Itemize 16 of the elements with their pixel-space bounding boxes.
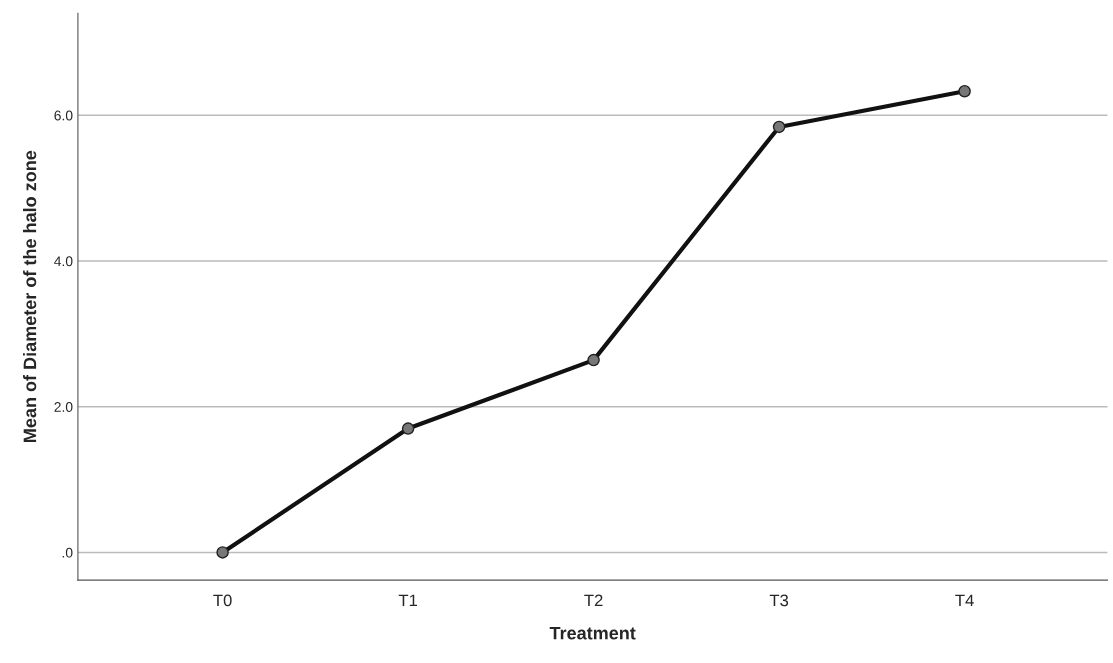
point <box>401 422 415 435</box>
point <box>587 353 600 367</box>
x-axis-title: Treatment <box>549 626 636 640</box>
y-axis-title: Mean of Diameter of the halo zone <box>23 150 37 442</box>
point <box>216 546 229 559</box>
x-tick-label: T2 <box>584 594 603 607</box>
x-tick-label: T1 <box>398 594 418 607</box>
x-tick-label: T0 <box>213 594 232 607</box>
y-tick-label: 4.0 <box>54 256 73 267</box>
x-tick-label: T4 <box>955 594 974 607</box>
point <box>958 84 971 98</box>
y-tick-label: .0 <box>62 547 73 558</box>
x-tick-label: T3 <box>769 594 789 607</box>
point <box>772 120 786 134</box>
y-tick-label: 6.0 <box>54 110 73 121</box>
y-tick-label: 2.0 <box>54 402 73 412</box>
